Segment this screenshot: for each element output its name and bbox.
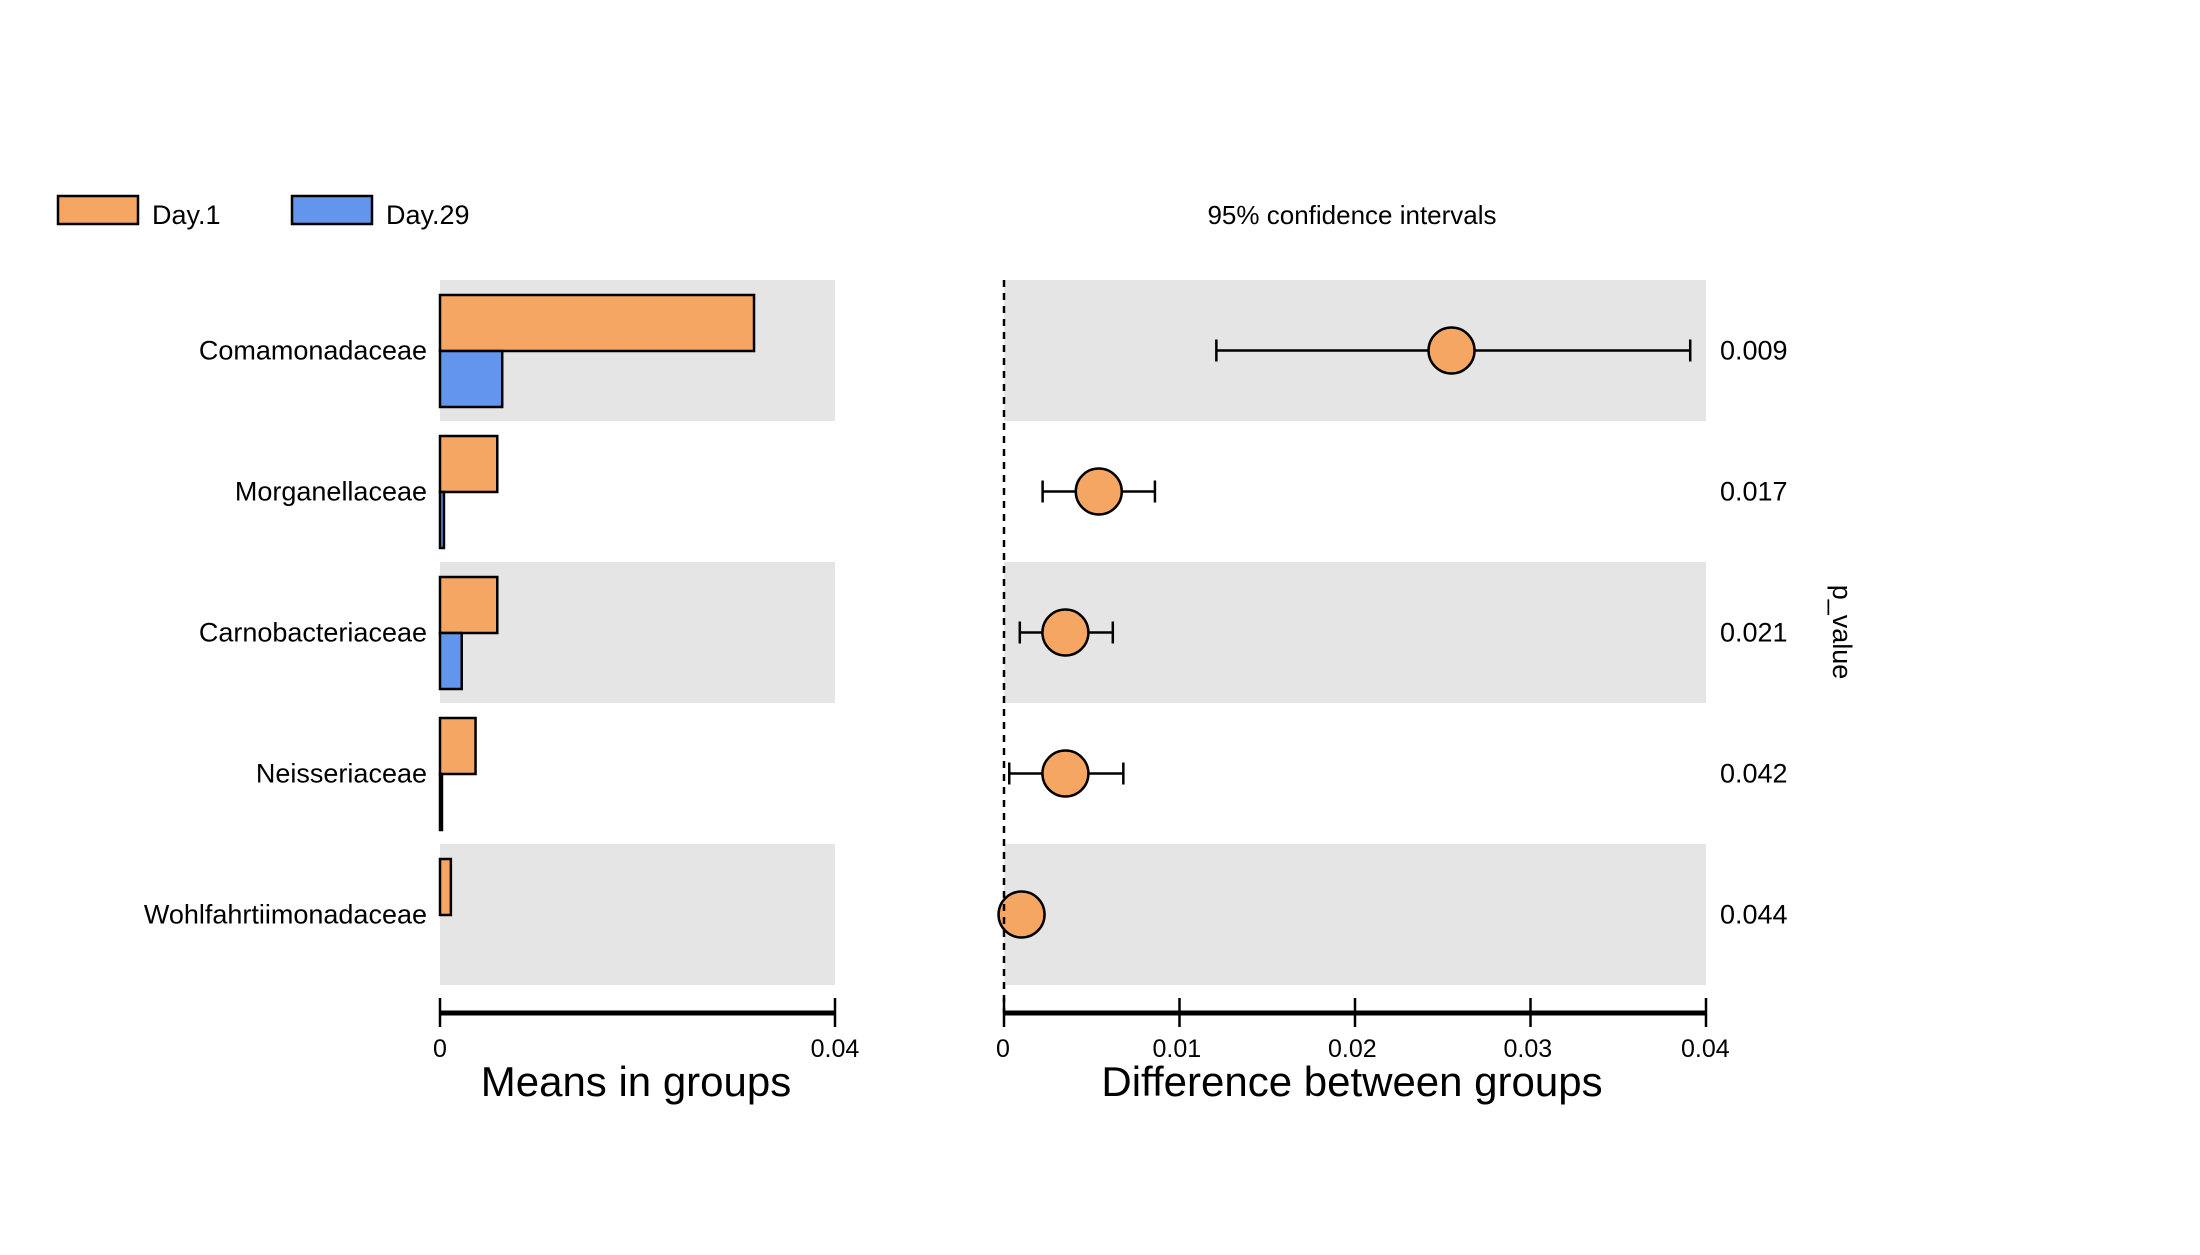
legend-label-day1: Day.1 xyxy=(152,200,221,230)
p-value-neisseriaceae: 0.042 xyxy=(1720,759,1788,789)
bar-day-29-comamonadaceae xyxy=(438,349,504,409)
legend-label-day29: Day.29 xyxy=(386,200,470,230)
difference-tick-label-0-02: 0.02 xyxy=(1328,1035,1377,1063)
bar-day-1-neisseriaceae xyxy=(438,716,477,776)
diff-point-morganellaceae xyxy=(1074,467,1124,516)
p-value-wohlfahrtiimonadaceae: 0.044 xyxy=(1720,900,1788,930)
category-label-wohlfahrtiimonadaceae: Wohlfahrtiimonadaceae xyxy=(144,900,427,930)
difference-points xyxy=(997,326,1692,939)
difference-xlabel: Difference between groups xyxy=(1101,1058,1602,1105)
diff-point-comamonadaceae xyxy=(1427,326,1476,375)
p-value-morganellaceae: 0.017 xyxy=(1720,477,1788,507)
legend: Day.1 Day.29 xyxy=(56,194,470,230)
row-band-means-wohlfahrtiimonadaceae xyxy=(440,844,835,985)
bar-day-29-morganellaceae xyxy=(438,490,446,550)
p-value-side-label: p_value xyxy=(1827,585,1857,680)
legend-swatch-day29 xyxy=(290,194,374,226)
bar-day-29-carnobacteriaceae xyxy=(438,631,463,691)
bar-day-29-neisseriaceae xyxy=(438,772,444,832)
difference-tick-label-0-03: 0.03 xyxy=(1504,1035,1553,1063)
row-band-diff-wohlfahrtiimonadaceae xyxy=(1004,844,1706,985)
category-label-carnobacteriaceae: Carnobacteriaceae xyxy=(199,618,427,648)
row-band-means-carnobacteriaceae xyxy=(440,562,835,703)
category-label-morganellaceae: Morganellaceae xyxy=(235,477,427,507)
legend-swatch-day1 xyxy=(56,194,140,226)
p-value-labels: 0.009 0.017 0.021 0.042 0.044 xyxy=(1720,336,1788,930)
category-label-neisseriaceae: Neisseriaceae xyxy=(256,759,427,789)
bar-day-1-comamonadaceae xyxy=(438,293,756,353)
difference-tick-label-0-01: 0.01 xyxy=(1153,1035,1202,1063)
means-tick-label-0: 0 xyxy=(433,1035,447,1063)
difference-tick-label-0-04: 0.04 xyxy=(1681,1035,1730,1063)
bar-day-1-morganellaceae xyxy=(438,434,499,494)
means-tick-label-0-04: 0.04 xyxy=(811,1035,860,1063)
bar-day-1-wohlfahrtiimonadaceae xyxy=(438,857,453,917)
means-xlabel: Means in groups xyxy=(481,1058,792,1105)
means-bars xyxy=(438,293,756,917)
difference-tick-label-0: 0 xyxy=(996,1035,1010,1063)
diff-point-carnobacteriaceae xyxy=(1041,608,1090,657)
axes: 0 0.04 0 0.01 0.02 0.03 0.04 xyxy=(433,280,1730,1063)
category-labels: Comamonadaceae Morganellaceae Carnobacteri… xyxy=(144,336,427,930)
row-band-diff-carnobacteriaceae xyxy=(1004,562,1706,703)
bar-day-1-carnobacteriaceae xyxy=(438,575,499,635)
category-label-comamonadaceae: Comamonadaceae xyxy=(199,336,427,366)
ci-title: 95% confidence intervals xyxy=(1207,200,1496,230)
diff-point-wohlfahrtiimonadaceae xyxy=(997,890,1046,939)
p-value-comamonadaceae: 0.009 xyxy=(1720,336,1788,366)
diff-point-neisseriaceae xyxy=(1041,749,1090,798)
p-value-carnobacteriaceae: 0.021 xyxy=(1720,618,1788,648)
